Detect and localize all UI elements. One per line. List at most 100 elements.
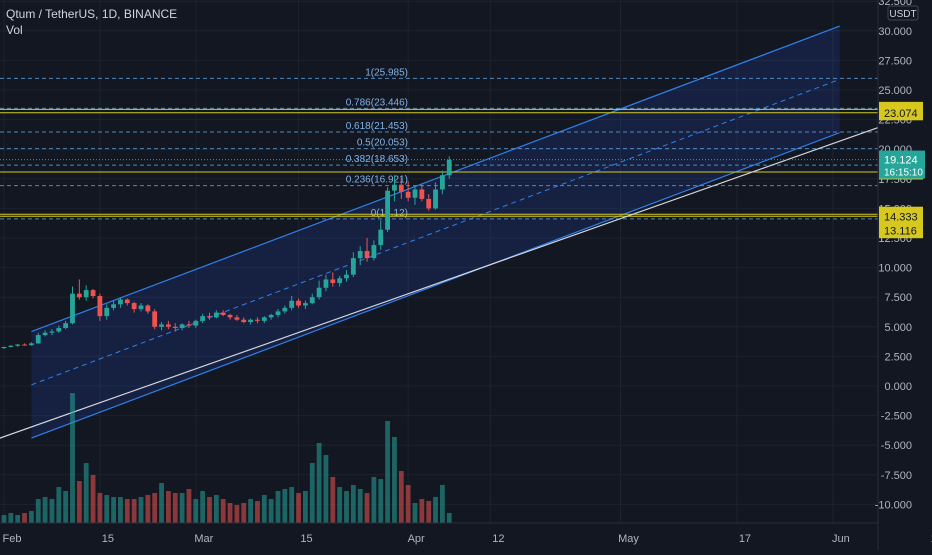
symbol-title[interactable]: Qtum / TetherUS, 1D, BINANCE bbox=[6, 7, 178, 21]
price-axis[interactable] bbox=[878, 0, 932, 550]
last-price-badge[interactable] bbox=[879, 150, 925, 179]
candle-body[interactable] bbox=[440, 175, 445, 190]
candle-body[interactable] bbox=[316, 287, 322, 298]
volume-bar bbox=[179, 493, 185, 523]
candle-body[interactable] bbox=[200, 316, 206, 321]
candle-body[interactable] bbox=[412, 189, 418, 198]
x-tick-label: Apr bbox=[408, 533, 425, 545]
currency-box[interactable] bbox=[887, 5, 919, 21]
candle-body[interactable] bbox=[159, 324, 164, 327]
price-badge[interactable] bbox=[879, 105, 923, 121]
volume-bar bbox=[378, 479, 384, 523]
candle-body[interactable] bbox=[90, 290, 96, 297]
candle-body[interactable] bbox=[330, 279, 336, 283]
candle-body[interactable] bbox=[172, 326, 178, 328]
candle-body[interactable] bbox=[8, 345, 14, 347]
candle-body[interactable] bbox=[220, 312, 226, 315]
candle-body[interactable] bbox=[70, 293, 75, 324]
candle-body[interactable] bbox=[337, 278, 343, 283]
candle-body[interactable] bbox=[446, 159, 452, 176]
candle-body[interactable] bbox=[234, 317, 240, 320]
candle-body[interactable] bbox=[398, 184, 404, 192]
candle-body[interactable] bbox=[63, 323, 69, 328]
candle-body[interactable] bbox=[42, 332, 48, 336]
candle-body[interactable] bbox=[186, 324, 192, 326]
y-tick-label: 10.000 bbox=[878, 263, 912, 275]
candle-body[interactable] bbox=[138, 305, 144, 310]
candle-body[interactable] bbox=[289, 300, 295, 308]
candle-body[interactable] bbox=[22, 344, 27, 346]
candle-body[interactable] bbox=[97, 296, 103, 317]
time-axis[interactable] bbox=[0, 523, 878, 550]
candle-body[interactable] bbox=[344, 274, 349, 279]
channel-upper-line[interactable] bbox=[31, 25, 840, 333]
candle-body[interactable] bbox=[179, 324, 185, 328]
volume-bar bbox=[364, 493, 370, 523]
candle-body[interactable] bbox=[364, 251, 370, 259]
candle-body[interactable] bbox=[104, 307, 110, 317]
candle-body[interactable] bbox=[166, 324, 171, 327]
candle-body[interactable] bbox=[268, 314, 274, 318]
candle-body[interactable] bbox=[378, 229, 384, 246]
candle-body[interactable] bbox=[35, 335, 41, 344]
candle-body[interactable] bbox=[124, 299, 130, 304]
candle-body[interactable] bbox=[76, 293, 82, 298]
candle-body[interactable] bbox=[357, 251, 363, 259]
candle-body[interactable] bbox=[303, 303, 308, 306]
candle-body[interactable] bbox=[118, 299, 123, 305]
candle-body[interactable] bbox=[261, 317, 267, 321]
price-badge[interactable] bbox=[879, 208, 923, 224]
volume-bar bbox=[104, 495, 110, 523]
candle-body[interactable] bbox=[323, 279, 329, 288]
volume-bar bbox=[350, 485, 356, 523]
candle-body[interactable] bbox=[152, 311, 158, 327]
candle-body[interactable] bbox=[111, 304, 116, 308]
candle-body[interactable] bbox=[309, 297, 315, 304]
candle-body[interactable] bbox=[83, 290, 89, 298]
candle-body[interactable] bbox=[49, 331, 55, 333]
candle-body[interactable] bbox=[193, 320, 199, 326]
candle-body[interactable] bbox=[282, 307, 288, 312]
candle-body[interactable] bbox=[227, 314, 233, 318]
candle-body[interactable] bbox=[296, 300, 301, 306]
volume-bar bbox=[35, 499, 41, 523]
volume-bar bbox=[97, 493, 103, 523]
candle-body[interactable] bbox=[426, 198, 432, 209]
volume-bar bbox=[268, 499, 274, 523]
volume-bar bbox=[220, 499, 226, 523]
volume-bar bbox=[90, 475, 96, 523]
candle-body[interactable] bbox=[1, 346, 7, 349]
candle-body[interactable] bbox=[207, 316, 212, 318]
candle-body[interactable] bbox=[145, 305, 151, 312]
volume-bar bbox=[446, 513, 452, 523]
candle-body[interactable] bbox=[56, 327, 62, 332]
candle-body[interactable] bbox=[433, 189, 438, 209]
volume-bar bbox=[29, 511, 34, 523]
chart-legend: Qtum / TetherUS, 1D, BINANCE Vol bbox=[6, 6, 177, 38]
candle-body[interactable] bbox=[213, 312, 219, 318]
volume-bar bbox=[330, 477, 336, 523]
candle-body[interactable] bbox=[15, 344, 21, 346]
candle-body[interactable] bbox=[405, 191, 411, 198]
fib-level-label: 1(25.985) bbox=[365, 67, 408, 78]
volume-bar bbox=[70, 393, 75, 523]
candle-body[interactable] bbox=[29, 343, 34, 346]
candle-body[interactable] bbox=[248, 319, 253, 323]
candle-body[interactable] bbox=[371, 245, 377, 259]
price-badge[interactable] bbox=[879, 223, 923, 239]
candle-body[interactable] bbox=[255, 319, 260, 321]
trend-line[interactable] bbox=[0, 78, 932, 449]
candle-body[interactable] bbox=[419, 189, 425, 199]
candle-body[interactable] bbox=[275, 311, 281, 315]
channel-median-line[interactable] bbox=[31, 78, 840, 386]
candle-body[interactable] bbox=[385, 190, 390, 230]
candle-body[interactable] bbox=[131, 303, 137, 310]
candle-body[interactable] bbox=[350, 258, 356, 275]
candle-body[interactable] bbox=[241, 319, 247, 323]
candle-body[interactable] bbox=[392, 184, 397, 191]
volume-bar bbox=[186, 489, 192, 523]
channel-lower-line[interactable] bbox=[31, 132, 840, 439]
volume-bar bbox=[433, 497, 438, 523]
